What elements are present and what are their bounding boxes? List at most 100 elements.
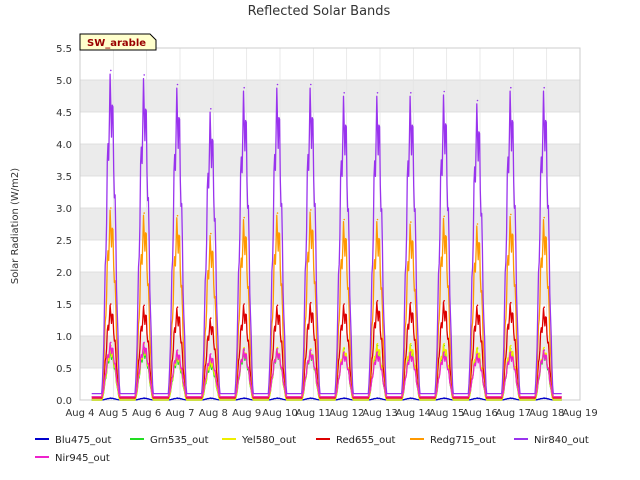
data-point-nir945_out: [310, 349, 312, 351]
y-tick-label: 0.5: [56, 364, 72, 375]
legend-label: Grn535_out: [150, 435, 209, 446]
data-point-nir945_out: [176, 349, 179, 351]
data-point-blu475_out: [343, 397, 346, 399]
y-tick-label: 1.0: [56, 332, 72, 343]
data-point-yel580_out: [543, 346, 545, 349]
data-point-yel580_out: [310, 348, 312, 350]
plot-band: [80, 144, 580, 176]
data-point-redg715_out: [443, 215, 446, 218]
legend-label: Blu475_out: [55, 435, 112, 446]
data-point-nir945_out: [476, 353, 479, 355]
data-point-blu475_out: [410, 397, 412, 399]
x-tick-label: Aug 5: [99, 408, 128, 419]
data-point-yel580_out: [510, 344, 512, 347]
data-point-blu475_out: [110, 397, 112, 399]
x-tick-labels: Aug 4 Aug 5 Aug 6 Aug 7 Aug 8 Aug 9 Aug 10Aug …: [65, 408, 597, 419]
data-point-nir945_out: [210, 353, 212, 355]
x-tick-label: Aug 10: [262, 408, 297, 419]
data-point-redg715_out: [243, 216, 245, 219]
data-point-redg715_out: [210, 232, 212, 235]
data-point-redg715_out: [310, 209, 312, 211]
plot-band: [80, 112, 580, 144]
x-tick-label: Aug 15: [429, 408, 464, 419]
x-tick-label: Aug 7: [165, 408, 194, 419]
data-point-nir840_out: [476, 99, 479, 102]
data-point-redg715_out: [110, 207, 112, 209]
data-point-nir840_out: [210, 108, 212, 110]
y-tick-label: 3.0: [56, 204, 72, 215]
legend-label: Nir840_out: [534, 435, 589, 446]
data-point-yel580_out: [276, 346, 279, 349]
y-tick-label: 5.5: [56, 44, 72, 55]
plot-band: [80, 48, 580, 80]
series-line-red655_out: [91, 301, 562, 399]
data-point-red655_out: [476, 304, 479, 307]
data-point-nir840_out: [376, 92, 379, 94]
data-point-red655_out: [443, 300, 446, 302]
data-point-nir945_out: [110, 341, 112, 344]
data-point-nir840_out: [143, 74, 145, 76]
x-tick-label: Aug 14: [396, 408, 431, 419]
data-point-red655_out: [243, 303, 245, 305]
data-point-nir840_out: [510, 86, 512, 89]
data-point-nir945_out: [243, 348, 245, 350]
grid-lines: [79, 47, 581, 401]
y-tick-label: 2.0: [56, 268, 72, 279]
plot-band: [80, 176, 580, 208]
series-line-nir840_out: [91, 73, 562, 395]
data-point-red655_out: [310, 301, 312, 304]
data-point-blu475_out: [210, 397, 212, 399]
data-point-redg715_out: [343, 218, 346, 221]
data-point-red655_out: [110, 303, 112, 305]
y-tick-label: 0.0: [56, 396, 72, 407]
data-point-nir945_out: [443, 351, 446, 353]
data-point-nir840_out: [276, 83, 279, 86]
legend-label: Red655_out: [336, 435, 396, 446]
data-point-nir840_out: [543, 86, 545, 89]
plot-band: [80, 336, 580, 368]
y-tick-labels: 0.0 0.5 1.0 1.5 2.0 2.5 3.0 3.5 4.0 4.5 5.0 5.5: [56, 44, 72, 407]
legend-label: Yel580_out: [241, 435, 296, 446]
data-point-redg715_out: [476, 223, 479, 225]
x-tick-label: Aug 16: [462, 408, 497, 419]
data-point-blu475_out: [143, 397, 145, 399]
x-tick-label: Aug 11: [296, 408, 331, 419]
x-tick-label: Aug 8: [199, 408, 228, 419]
legend: Blu475_out Grn535_out Yel580_out Red655_out…: [35, 435, 589, 464]
data-point-blu475_out: [310, 397, 312, 399]
data-point-yel580_out: [410, 342, 412, 345]
data-point-nir945_out: [343, 351, 346, 353]
data-point-nir840_out: [410, 92, 412, 94]
x-tick-label: Aug 9: [232, 408, 261, 419]
data-point-red655_out: [143, 304, 145, 307]
data-point-red655_out: [210, 317, 212, 319]
data-point-blu475_out: [443, 397, 446, 399]
plot-band: [80, 80, 580, 112]
y-tick-label: 5.0: [56, 76, 72, 87]
plot-band: [80, 240, 580, 272]
series-line-nir945_out: [91, 342, 562, 398]
y-axis-label: Solar Radiation (W/m2): [10, 168, 21, 284]
x-tick-label: Aug 13: [362, 408, 397, 419]
data-point-nir840_out: [443, 90, 446, 93]
data-point-redg715_out: [276, 212, 279, 214]
data-point-yel580_out: [376, 342, 379, 345]
data-point-nir840_out: [310, 83, 312, 86]
data-point-nir840_out: [176, 83, 179, 86]
data-point-red655_out: [510, 301, 512, 304]
chart-title: Reflected Solar Bands: [248, 4, 391, 19]
x-tick-label: Aug 6: [132, 408, 161, 419]
annotation-box: SW_arable: [79, 33, 157, 51]
data-point-redg715_out: [176, 214, 179, 217]
data-point-redg715_out: [410, 221, 412, 223]
data-point-nir945_out: [543, 349, 545, 351]
data-point-redg715_out: [510, 213, 512, 216]
data-point-blu475_out: [476, 397, 479, 399]
x-tick-label: Aug 12: [329, 408, 364, 419]
y-tick-label: 1.5: [56, 300, 72, 311]
data-point-blu475_out: [276, 397, 279, 399]
data-point-blu475_out: [243, 397, 245, 399]
data-point-red655_out: [410, 301, 412, 304]
